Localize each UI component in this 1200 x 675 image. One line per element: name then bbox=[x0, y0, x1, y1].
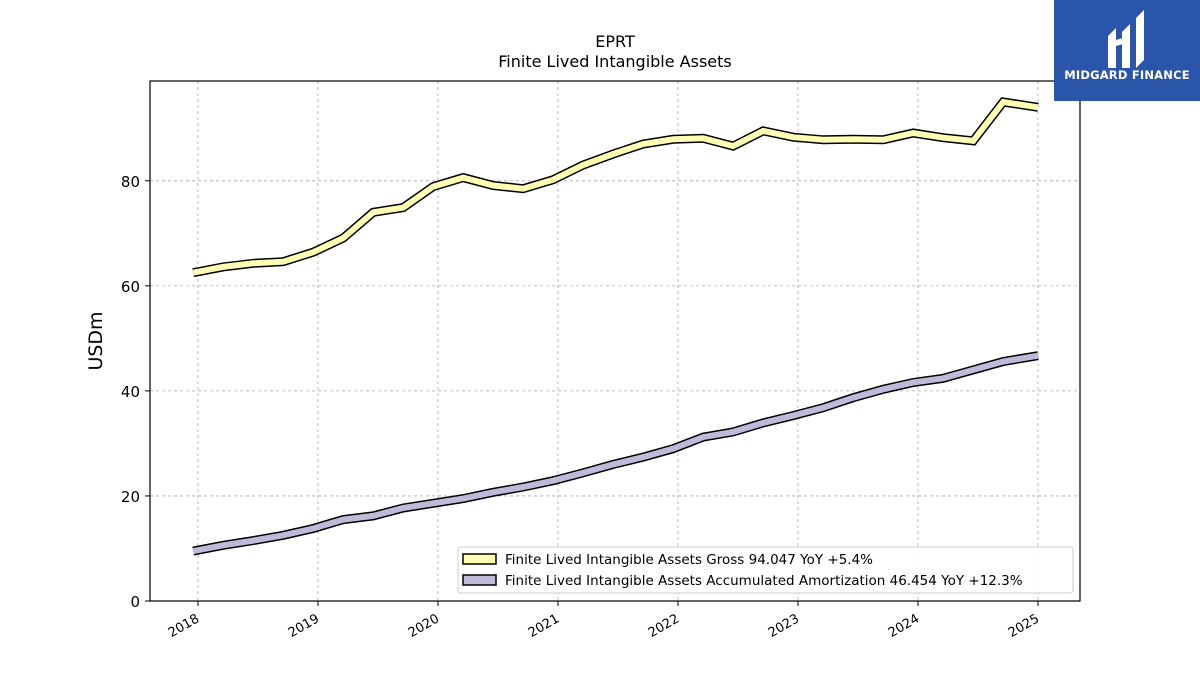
grid bbox=[150, 81, 1080, 601]
brand-logo: MIDGARD FINANCE bbox=[1054, 0, 1200, 101]
chart-title: EPRT bbox=[595, 32, 635, 51]
midgard-logo-icon bbox=[1108, 10, 1144, 68]
plot-frame bbox=[149, 80, 1081, 602]
chart-subtitle: Finite Lived Intangible Assets bbox=[498, 52, 731, 71]
legend-box bbox=[457, 546, 1074, 594]
x-tick-label: 2023 bbox=[766, 611, 802, 641]
series-line-0 bbox=[192, 98, 1039, 276]
legend-label-1: Finite Lived Intangible Assets Accumulat… bbox=[505, 573, 1023, 589]
x-tick-label: 2025 bbox=[1006, 611, 1042, 641]
series-line-1 bbox=[192, 352, 1039, 555]
y-axis-label: USDm bbox=[85, 311, 107, 370]
brand-name: MIDGARD FINANCE bbox=[1064, 68, 1190, 82]
x-tick-label: 2024 bbox=[886, 611, 922, 641]
x-tick-label: 2022 bbox=[646, 611, 682, 641]
series-layer bbox=[192, 97, 1039, 556]
legend-swatch-1 bbox=[462, 574, 497, 586]
legend-swatch-0 bbox=[462, 553, 497, 565]
legend: Finite Lived Intangible Assets Gross 94.… bbox=[457, 546, 1074, 594]
y-tick-label: 60 bbox=[121, 278, 140, 296]
y-axis-ticks: 0 20 40 60 80 bbox=[121, 173, 150, 611]
y-tick-label: 80 bbox=[121, 173, 140, 191]
x-tick-label: 2018 bbox=[166, 611, 202, 641]
x-tick-label: 2020 bbox=[406, 611, 442, 641]
x-axis-ticks: 2018 2019 2020 2021 2022 2023 2024 2025 bbox=[166, 601, 1042, 641]
y-tick-label: 0 bbox=[130, 593, 140, 611]
y-tick-label: 20 bbox=[121, 488, 140, 506]
x-tick-label: 2019 bbox=[286, 611, 322, 641]
x-tick-label: 2021 bbox=[526, 611, 562, 641]
legend-label-0: Finite Lived Intangible Assets Gross 94.… bbox=[505, 552, 873, 568]
y-tick-label: 40 bbox=[121, 383, 140, 401]
